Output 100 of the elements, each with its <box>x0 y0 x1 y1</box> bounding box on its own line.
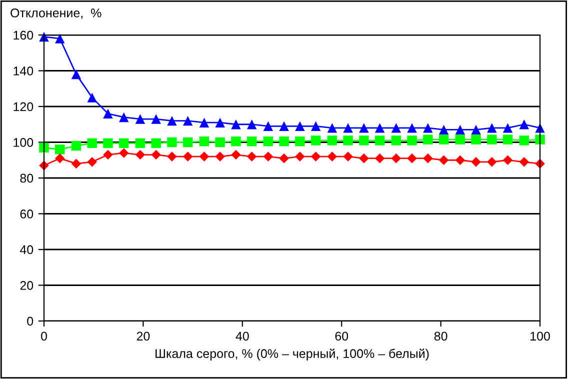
point <box>438 134 449 144</box>
y-tick-label: 160 <box>14 30 34 40</box>
point <box>422 153 433 164</box>
point <box>279 136 289 146</box>
point <box>374 123 385 133</box>
point <box>374 136 385 146</box>
point <box>502 155 513 166</box>
point <box>327 152 338 162</box>
point <box>71 158 82 169</box>
point <box>103 150 113 160</box>
point <box>135 150 146 160</box>
point <box>295 136 305 146</box>
point <box>246 120 257 130</box>
point <box>151 138 161 148</box>
point <box>438 155 449 166</box>
point <box>151 150 162 160</box>
point <box>391 123 402 133</box>
point <box>519 136 529 146</box>
y-tick-label: 100 <box>14 138 34 147</box>
point <box>359 123 369 133</box>
point <box>487 134 497 144</box>
point <box>407 123 417 133</box>
point <box>167 137 177 148</box>
point <box>246 152 257 162</box>
point <box>295 121 305 132</box>
point <box>391 136 402 146</box>
y-tick-label: 80 <box>20 174 34 183</box>
point <box>231 150 241 160</box>
point <box>167 116 177 126</box>
point <box>199 118 210 128</box>
y-tick-label: 120 <box>14 102 34 112</box>
point <box>87 92 97 102</box>
point <box>263 136 274 146</box>
point <box>487 123 497 133</box>
point <box>519 120 529 130</box>
x-tick-label: 40 <box>236 332 249 341</box>
point <box>455 124 466 135</box>
point <box>263 152 274 162</box>
point <box>374 153 385 164</box>
point <box>327 123 338 133</box>
point <box>182 116 193 126</box>
point <box>279 153 289 164</box>
point <box>263 121 274 132</box>
x-axis-title: Шкала серого, % (0% – черный, 100% – белый) <box>156 348 429 360</box>
point <box>310 136 321 146</box>
point <box>118 112 129 122</box>
point <box>215 137 225 148</box>
point <box>231 136 241 146</box>
point <box>71 69 82 80</box>
point <box>343 136 353 146</box>
point <box>343 123 353 133</box>
point <box>87 138 97 148</box>
point <box>231 120 241 130</box>
point <box>103 138 113 148</box>
point <box>535 134 545 144</box>
y-tick-label: 20 <box>20 281 34 290</box>
point <box>502 123 513 133</box>
point <box>199 152 210 162</box>
point <box>407 153 417 164</box>
y-tick-label: 60 <box>20 210 34 218</box>
point <box>54 153 65 164</box>
point <box>455 155 466 166</box>
y-tick-label: 140 <box>14 66 34 76</box>
point <box>438 124 449 135</box>
point <box>167 152 177 162</box>
point <box>486 157 497 167</box>
point <box>471 124 481 135</box>
point <box>182 152 193 162</box>
point <box>327 136 338 146</box>
x-tick-label: 20 <box>136 332 150 341</box>
point <box>71 140 82 151</box>
point <box>103 108 113 119</box>
point <box>391 153 402 164</box>
point <box>215 152 225 162</box>
point <box>455 134 466 144</box>
x-tick-label: 80 <box>434 332 448 341</box>
point <box>279 121 289 132</box>
point <box>55 34 65 44</box>
point <box>359 153 369 164</box>
point <box>295 152 305 162</box>
x-tick-label: 0 <box>41 332 47 341</box>
point <box>502 134 513 144</box>
point <box>87 157 98 167</box>
point <box>359 136 369 146</box>
point <box>135 114 146 124</box>
y-tick-label: 40 <box>20 245 34 254</box>
y-axis-title: Отклонение, % <box>10 8 102 19</box>
point <box>519 157 530 167</box>
x-tick-label: 60 <box>335 332 348 341</box>
point <box>423 134 433 144</box>
point <box>310 152 321 162</box>
point <box>55 144 65 154</box>
point <box>151 114 161 124</box>
point <box>423 123 433 133</box>
point <box>310 121 321 132</box>
point <box>182 137 193 148</box>
point <box>118 138 129 148</box>
point <box>118 148 129 158</box>
point <box>343 152 353 162</box>
point <box>471 134 481 144</box>
